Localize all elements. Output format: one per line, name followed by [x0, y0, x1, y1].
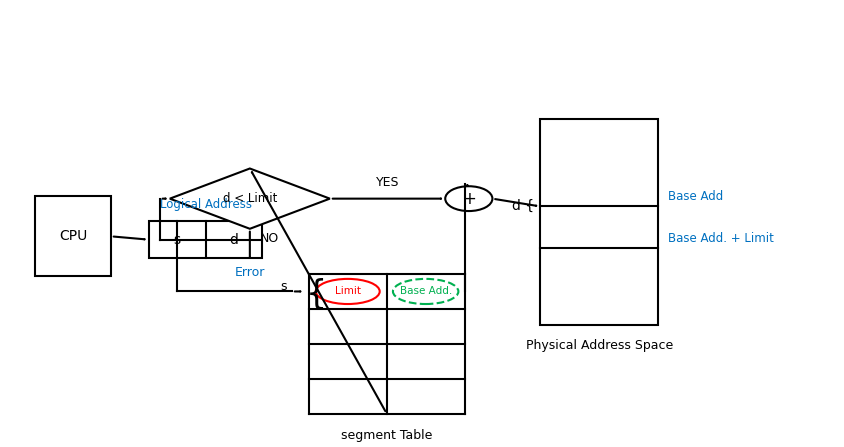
- Text: Limit: Limit: [334, 287, 360, 296]
- Text: +: +: [462, 190, 475, 208]
- Text: s: s: [173, 232, 181, 247]
- Text: Base Add. + Limit: Base Add. + Limit: [668, 232, 773, 245]
- Text: NO: NO: [260, 232, 279, 245]
- Text: YES: YES: [376, 176, 399, 189]
- Text: d: d: [230, 232, 238, 247]
- Polygon shape: [170, 169, 329, 229]
- Text: d < Limit: d < Limit: [222, 192, 277, 205]
- Text: CPU: CPU: [59, 229, 87, 243]
- Bar: [35, 196, 111, 276]
- Ellipse shape: [392, 279, 457, 304]
- Bar: [540, 119, 657, 325]
- Text: d {: d {: [511, 198, 533, 213]
- Ellipse shape: [316, 279, 379, 304]
- Text: Base Add: Base Add: [668, 190, 722, 203]
- Circle shape: [445, 186, 492, 211]
- Text: Base Add.: Base Add.: [399, 287, 452, 296]
- Text: Logical Address: Logical Address: [160, 198, 252, 211]
- Bar: [149, 221, 262, 258]
- Text: segment Table: segment Table: [341, 429, 432, 442]
- Text: Physical Address Space: Physical Address Space: [525, 339, 672, 352]
- Text: s: s: [280, 280, 286, 293]
- Text: {: {: [306, 277, 327, 310]
- Text: Error: Error: [235, 266, 265, 279]
